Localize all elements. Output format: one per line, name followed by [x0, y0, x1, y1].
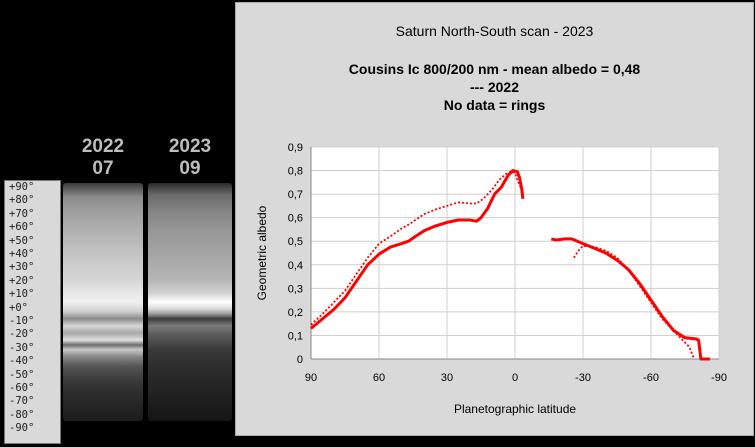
latitude-tick: -50°: [9, 368, 35, 381]
latitude-tick: -70°: [9, 395, 35, 408]
latitude-tick: +60°: [9, 221, 35, 234]
series-2023-solid-line: [310, 169, 525, 330]
chart-subtitle-line-1: Cousins Ic 800/200 nm - mean albedo = 0,…: [348, 61, 641, 77]
latitude-tick: -90°: [9, 422, 35, 435]
latitude-scale: +90° +80° +70° +60° +50° +40° +30° +20° +10° +0° -…: [4, 180, 61, 444]
y-tick-label: 0,6: [288, 213, 303, 225]
strip-year-2022: 2022: [81, 136, 125, 157]
latitude-tick: +0°: [9, 301, 28, 314]
latitude-tick: +40°: [9, 248, 35, 260]
latitude-tick: +20°: [9, 274, 35, 287]
saturn-strip-2022: [63, 183, 143, 421]
strip-month-2023: 09: [179, 158, 201, 179]
y-tick-label: 0,2: [288, 307, 303, 319]
scan-strips-panel: 2022 07 2023 09 +90° +80° +70° +60° +50° +40°…: [0, 0, 235, 447]
x-tick-label: 0: [512, 372, 518, 384]
latitude-tick: +50°: [9, 234, 35, 247]
latitude-tick: -30°: [9, 341, 35, 354]
x-tick-label: -30: [575, 372, 591, 384]
x-axis-title: Planetographic latitude: [454, 402, 576, 416]
latitude-tick: -40°: [9, 355, 35, 368]
chart-panel: Saturn North-South scan - 2023 Cousins I…: [235, 2, 754, 436]
strip-label-2023: 2023 09: [155, 136, 225, 180]
y-tick-label: 0,4: [288, 260, 303, 272]
y-tick-label: 0,1: [288, 330, 303, 342]
albedo-chart: 0 0,1 0,2 0,3 0,4 0,5 0,6 0,7 0,8 0,9 90 60 30 0 -30 -6…: [255, 142, 727, 416]
latitude-tick: -20°: [9, 328, 35, 341]
strip-month-2022: 07: [92, 158, 114, 179]
latitude-tick: +90°: [9, 181, 35, 193]
saturn-strip-2023: [148, 183, 232, 421]
x-tick-label: -60: [643, 372, 659, 384]
chart-title: Saturn North-South scan - 2023: [395, 23, 594, 39]
x-tick-label: 30: [441, 372, 453, 384]
y-tick-label: 0: [297, 354, 303, 366]
y-tick-label: 0,5: [288, 236, 303, 248]
x-tick-label: 60: [373, 372, 385, 384]
latitude-tick: -80°: [9, 408, 35, 421]
y-axis-title: Geometric albedo: [255, 205, 269, 300]
y-tick-label: 0,7: [288, 189, 303, 201]
latitude-tick: +70°: [9, 207, 35, 220]
latitude-tick: -60°: [9, 382, 35, 394]
latitude-tick: +10°: [9, 288, 35, 301]
y-tick-label: 0,3: [288, 283, 303, 295]
latitude-tick: -10°: [9, 315, 35, 327]
series-2022-dotted-line: [310, 170, 524, 326]
x-tick-label: 90: [305, 372, 317, 384]
latitude-tick: +80°: [9, 194, 35, 207]
strip-year-2023: 2023: [168, 136, 212, 157]
y-tick-label: 0,9: [288, 142, 303, 154]
chart-subtitle-line-3: No data = rings: [443, 97, 546, 113]
latitude-tick: +30°: [9, 261, 35, 274]
x-tick-label: -90: [711, 372, 727, 384]
strip-label-2022: 2022 07: [68, 136, 138, 180]
y-tick-label: 0,8: [288, 166, 303, 178]
series-2022-dotted-line: [573, 245, 695, 360]
chart-subtitle-line-2: --- 2022: [469, 79, 520, 95]
